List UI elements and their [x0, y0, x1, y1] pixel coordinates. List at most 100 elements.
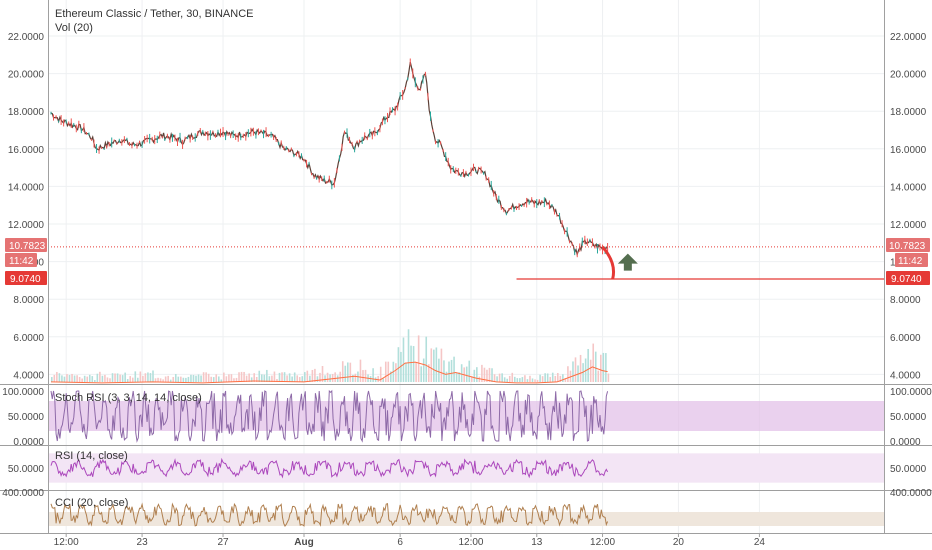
volume-bar [144, 373, 147, 382]
volume-bar [468, 360, 471, 382]
right-price-axis[interactable]: 22.0000 20.0000 18.0000 16.0000 14.0000 12.00… [890, 32, 932, 499]
volume-bar [137, 377, 139, 382]
x-tick-label: 6 [397, 537, 403, 548]
volume-bar [286, 375, 288, 382]
current-price-badge-left: 10.7823 [5, 238, 47, 252]
volume-bar [174, 373, 177, 382]
volume-bar [400, 351, 402, 382]
svg-text:11:42: 11:42 [9, 256, 34, 267]
volume-bar [88, 374, 91, 382]
volume-bar [405, 362, 407, 382]
volume-bar [200, 375, 202, 382]
stoch-tick-left: 50.0000 [8, 412, 45, 423]
volume-bar [339, 371, 342, 382]
volume-bar [119, 374, 121, 382]
volume-bar [567, 366, 569, 382]
price-line [50, 61, 608, 257]
y-tick-label-right: 6.0000 [890, 333, 921, 344]
volume-bar [230, 374, 233, 382]
volume-bar [190, 374, 192, 382]
volume-bar [260, 374, 263, 382]
volume-bar [600, 354, 602, 382]
volume-bar [592, 343, 595, 382]
volume-bar [349, 362, 352, 382]
volume-bar [551, 372, 554, 382]
volume-bar [526, 379, 529, 382]
stoch-tick-left: 100.0000 [2, 387, 44, 398]
y-tick-label-right: 12.0000 [890, 220, 927, 231]
volume-bar [377, 375, 379, 382]
volume-bar [263, 374, 266, 382]
volume-bar [167, 375, 169, 382]
volume-bar [415, 362, 417, 382]
y-tick-label-left: 8.0000 [13, 295, 44, 306]
rsi-pane[interactable] [48, 453, 884, 483]
volume-bar [529, 375, 531, 382]
volume-bar [559, 375, 562, 382]
volume-bar [341, 361, 344, 382]
stoch-rsi-pane[interactable] [48, 389, 884, 443]
volume-bar [321, 365, 324, 382]
volume-bar [554, 375, 557, 382]
y-tick-label-right: 22.0000 [890, 32, 927, 43]
volume-bar [440, 348, 443, 382]
y-tick-label-right: 20.0000 [890, 70, 927, 81]
volume-bar [336, 375, 339, 382]
price-pane[interactable] [48, 58, 884, 384]
volume-bar [63, 376, 66, 382]
volume-bar [536, 379, 539, 382]
x-tick-label: 20 [673, 537, 685, 548]
volume-bar [524, 375, 526, 382]
volume-bar [281, 372, 283, 382]
volume-bar [539, 374, 541, 382]
volume-bar [422, 358, 425, 382]
volume-bar [544, 373, 546, 382]
volume-bar [81, 378, 83, 382]
volume-bar [602, 352, 605, 382]
volume-bar [278, 372, 281, 382]
volume-bar [574, 357, 577, 382]
volume-bar [96, 373, 99, 382]
volume-bar [207, 373, 210, 382]
x-tick-label: 13 [531, 537, 543, 548]
volume-bar [185, 377, 187, 382]
volume-bar [605, 353, 607, 382]
volume-bar [235, 377, 238, 382]
volume-bar [271, 375, 273, 382]
target-price-badge-right: 9.0740 [886, 271, 930, 285]
volume-bar [493, 374, 496, 382]
volume-bar [124, 372, 126, 382]
volume-bar [503, 377, 506, 382]
volume-bar [476, 367, 478, 382]
volume-bar [326, 372, 329, 382]
x-tick-label: 24 [754, 537, 766, 548]
volume-bar [491, 368, 493, 382]
volume-bar [334, 372, 336, 382]
y-tick-label-right: 14.0000 [890, 182, 927, 193]
volume-bar [238, 372, 240, 382]
volume-bar [268, 376, 271, 382]
volume-bar [306, 370, 309, 382]
target-price-badge-left: 9.0740 [5, 271, 47, 285]
cci-pane[interactable] [48, 502, 884, 527]
volume-bar [354, 373, 357, 382]
volume-bar [438, 358, 440, 382]
projection-curve [601, 245, 616, 280]
volume-bar [99, 371, 101, 382]
rsi-tick-left: 50.0000 [8, 464, 45, 475]
volume-bar [417, 335, 420, 382]
volume-bar [182, 377, 185, 382]
volume-bar [430, 348, 433, 382]
volume-bar [324, 375, 326, 382]
volume-bar [506, 378, 508, 382]
stoch-rsi-legend: Stoch RSI (3, 3, 14, 14, close) [55, 392, 202, 404]
volume-bar [162, 379, 164, 382]
volume-bar [501, 373, 503, 382]
volume-bar [569, 370, 572, 382]
volume-bar [594, 351, 597, 382]
stoch-tick-right: 100.0000 [890, 387, 932, 398]
x-tick-label: 12:00 [458, 537, 483, 548]
volume-bar [228, 374, 230, 382]
time-axis[interactable]: 12:00 23 27 Aug 6 12:00 13 12:00 20 24 [54, 533, 766, 548]
